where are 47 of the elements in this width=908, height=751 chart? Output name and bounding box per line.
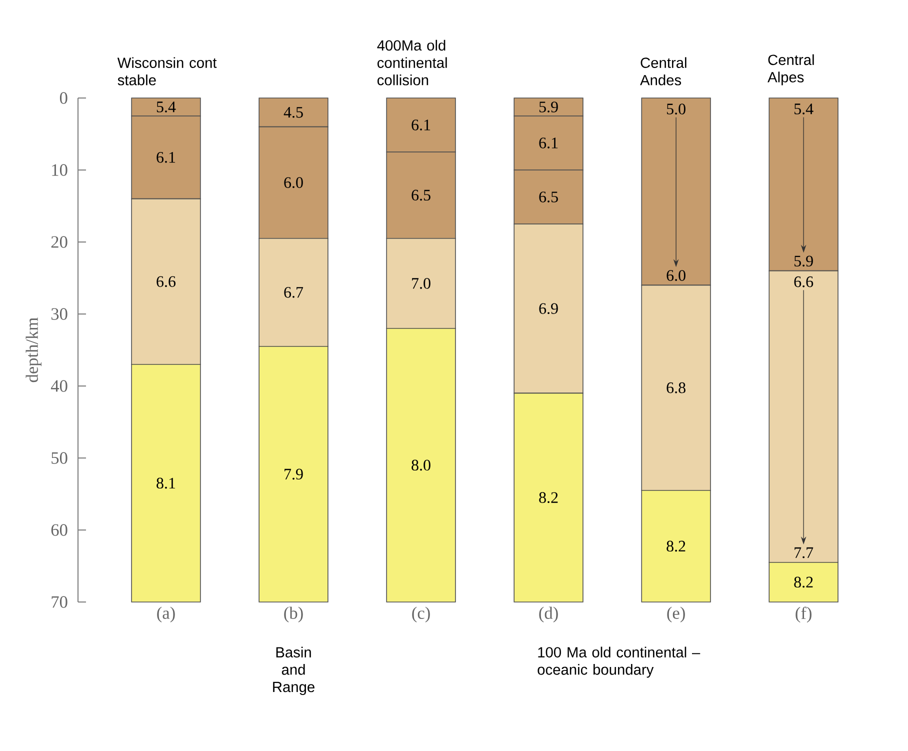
annotation: 8.0	[412, 460, 430, 471]
annotation: 6.1	[539, 138, 558, 148]
text: Central Andes	[640, 57, 686, 86]
annotation: 6.9	[539, 303, 558, 314]
text: 100 Ma old continental – oceanic boundary	[538, 646, 700, 678]
annotation: 8.1	[156, 478, 176, 489]
y-tick-label: 50	[52, 452, 68, 464]
annotation: 8.2	[539, 492, 558, 504]
x-tick-label: (d)	[539, 606, 558, 622]
y-tick-label: 0	[60, 92, 68, 104]
x-tick-label: (e)	[667, 606, 685, 622]
annotation: 5.4	[156, 102, 176, 112]
annotation: 6.1	[412, 120, 430, 130]
text: 400Ma old continental collision	[377, 40, 447, 86]
x-tick-label: (f)	[796, 606, 812, 623]
annotation: 8.2	[794, 576, 813, 588]
text: Central Alpes	[768, 54, 814, 86]
y-tick-label: 30	[51, 308, 68, 320]
annotation: 5.4	[794, 104, 814, 114]
annotation: 6.0	[284, 177, 303, 188]
x-tick-label: (c)	[412, 606, 430, 622]
annotation: 4.5	[284, 107, 303, 118]
x-tick-label: (a)	[157, 606, 175, 622]
y-tick-label: 40	[50, 380, 68, 392]
annotation: 7.7	[794, 547, 814, 558]
y-tick-label: 70	[52, 596, 68, 608]
annotation: 6.5	[539, 192, 558, 202]
annotation: 6.7	[284, 286, 304, 298]
y-tick-label: 20	[51, 236, 68, 248]
x-tick-label: (b)	[284, 606, 303, 622]
y-tick-label: 60	[51, 524, 68, 536]
annotation: 6.8	[666, 382, 686, 394]
annotation: 6.0	[666, 270, 686, 281]
annotation: 5.0	[666, 104, 686, 114]
text: Basin and Range	[273, 646, 314, 696]
y-axis-title: depth/km	[26, 318, 42, 382]
annotation: 7.9	[284, 468, 303, 480]
annotation: 7.0	[412, 278, 430, 289]
annotation: 8.2	[666, 540, 686, 552]
annotation: 6.6	[794, 276, 814, 288]
annotation: 5.9	[539, 102, 558, 112]
annotation: 6.6	[156, 276, 176, 288]
y-tick-label: 10	[52, 164, 68, 176]
annotation: 5.9	[794, 256, 813, 267]
annotation: 6.5	[412, 190, 430, 201]
annotation: 6.1	[156, 152, 176, 163]
text: Wisconsin cont stable	[117, 57, 217, 86]
